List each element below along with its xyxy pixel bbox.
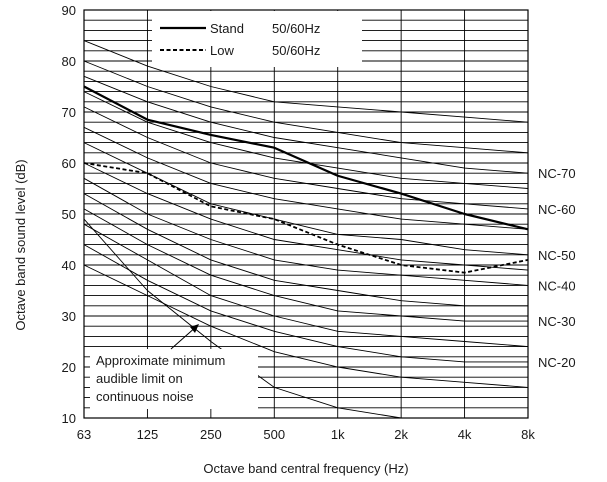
nc-curve-line	[83, 142, 529, 256]
nc-label: NC-20	[538, 355, 576, 370]
legend-background	[152, 11, 362, 67]
nc-curve-line	[83, 60, 529, 154]
y-axis-ticks: 10 20 30 40 50 60 70 80 90	[62, 3, 76, 426]
nc-label: NC-60	[538, 202, 576, 217]
x-tick-label: 500	[263, 427, 285, 442]
nc-curve-line	[83, 208, 528, 322]
x-tick-label: 4k	[458, 427, 472, 442]
legend-frequency: 50/60Hz	[272, 43, 320, 58]
annotation-background	[90, 349, 258, 409]
annotation-line: Approximate minimum	[96, 353, 225, 368]
x-axis-ticks: 63 125 250 500 1k 2k 4k 8k	[77, 427, 536, 442]
data-series	[83, 85, 529, 274]
y-tick-label: 80	[62, 54, 76, 69]
annotation-arrowhead	[190, 324, 199, 333]
y-tick-label: 90	[62, 3, 76, 18]
nc-curve-line	[83, 264, 529, 388]
nc-curve-line	[83, 177, 529, 286]
x-tick-label: 125	[137, 427, 159, 442]
y-axis-label: Octave band sound level (dB)	[13, 159, 28, 330]
nc-curve-line	[83, 244, 528, 363]
x-tick-label: 63	[77, 427, 91, 442]
x-tick-label: 1k	[331, 427, 345, 442]
y-tick-label: 50	[62, 207, 76, 222]
nc-label: NC-70	[538, 166, 576, 181]
y-tick-label: 60	[62, 156, 76, 171]
nc-curve-line	[83, 193, 528, 307]
annotation-line: continuous noise	[96, 389, 194, 404]
nc-label: NC-40	[538, 278, 576, 293]
series-line	[83, 85, 529, 231]
legend-frequency: 50/60Hz	[272, 21, 320, 36]
nc-curve-line	[83, 40, 529, 123]
nc-curve-labels: NC-70 NC-60 NC-50 NC-40 NC-30 NC-20	[538, 166, 576, 370]
x-tick-label: 250	[200, 427, 222, 442]
nc-label: NC-50	[538, 248, 576, 263]
audible-limit-annotation: Approximate minimum audible limit on conti…	[90, 324, 258, 409]
nc-curve-line	[83, 162, 529, 271]
nc-curve-line	[83, 126, 529, 230]
nc-curve-line	[83, 91, 529, 189]
y-tick-label: 70	[62, 105, 76, 120]
nc-curve-line	[83, 223, 529, 348]
y-tick-label: 10	[62, 411, 76, 426]
nc-curve-line	[83, 75, 529, 174]
x-tick-label: 2k	[394, 427, 408, 442]
nc-label: NC-30	[538, 314, 576, 329]
y-tick-label: 30	[62, 309, 76, 324]
legend-label: Stand	[210, 21, 244, 36]
x-tick-label: 8k	[521, 427, 535, 442]
series-line	[83, 162, 529, 274]
x-axis-label: Octave band central frequency (Hz)	[203, 461, 408, 476]
plot-frame	[83, 9, 529, 419]
annotation-line: audible limit on	[96, 371, 183, 386]
legend-label: Low	[210, 43, 234, 58]
legend: Stand 50/60Hz Low 50/60Hz	[152, 11, 362, 67]
y-tick-label: 20	[62, 360, 76, 375]
nc-curve-line	[83, 106, 529, 210]
y-tick-label: 40	[62, 258, 76, 273]
